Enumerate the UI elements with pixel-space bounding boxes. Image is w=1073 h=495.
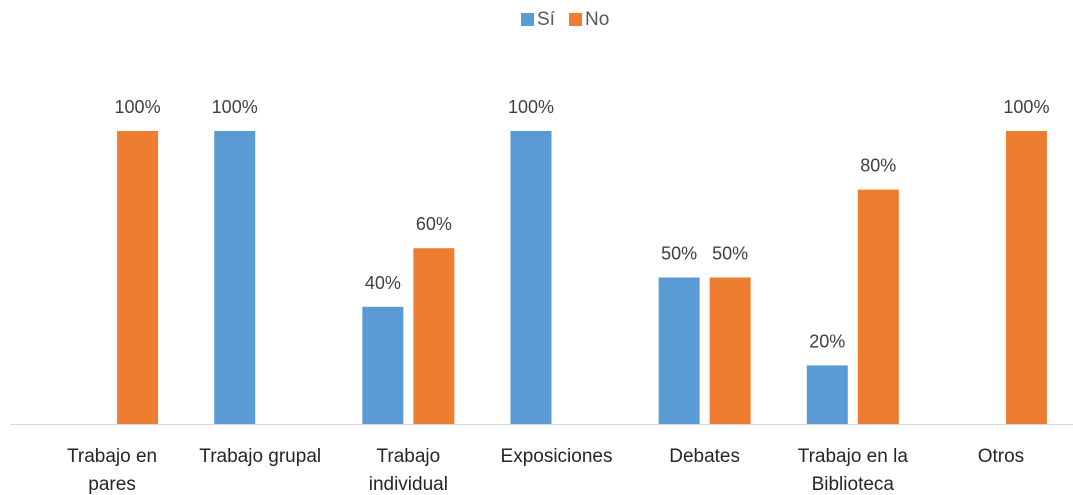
data-label-4-1: 50% [712, 244, 748, 264]
legend-label-1: No [585, 9, 609, 30]
bar-3-0 [510, 131, 552, 424]
legend-swatch-1 [569, 13, 582, 26]
category-label-4-0: Debates [669, 446, 740, 467]
bar-1-0 [214, 131, 256, 424]
category-label-5-1: Biblioteca [812, 474, 895, 495]
data-label-3-0: 100% [508, 97, 554, 117]
category-label-5-0: Trabajo en la [798, 446, 909, 467]
data-label-4-0: 50% [661, 244, 697, 264]
category-label-2-0: Trabajo [377, 446, 441, 467]
data-label-2-0: 40% [365, 273, 401, 293]
category-label-6-0: Otros [978, 446, 1024, 467]
bar-5-0 [806, 365, 848, 424]
legend-swatch-0 [521, 13, 534, 26]
bar-0-1 [117, 131, 159, 424]
bar-6-1 [1005, 131, 1047, 424]
category-label-0-1: pares [88, 474, 136, 495]
data-label-5-1: 80% [860, 156, 896, 176]
bar-2-0 [362, 306, 404, 424]
category-label-3-0: Exposiciones [501, 446, 613, 467]
data-label-2-1: 60% [416, 214, 452, 234]
category-label-0-0: Trabajo en [67, 446, 157, 467]
bar-4-0 [658, 277, 700, 424]
category-label-1-0: Trabajo grupal [199, 446, 321, 467]
data-label-6-1: 100% [1003, 97, 1049, 117]
data-label-1-0: 100% [212, 97, 258, 117]
legend-label-0: Sí [537, 9, 556, 30]
bar-4-1 [709, 277, 751, 424]
category-label-2-1: individual [369, 474, 448, 495]
bar-5-1 [857, 189, 899, 424]
data-label-0-1: 100% [115, 97, 161, 117]
data-label-5-0: 20% [809, 331, 845, 351]
bar-2-1 [413, 248, 455, 424]
